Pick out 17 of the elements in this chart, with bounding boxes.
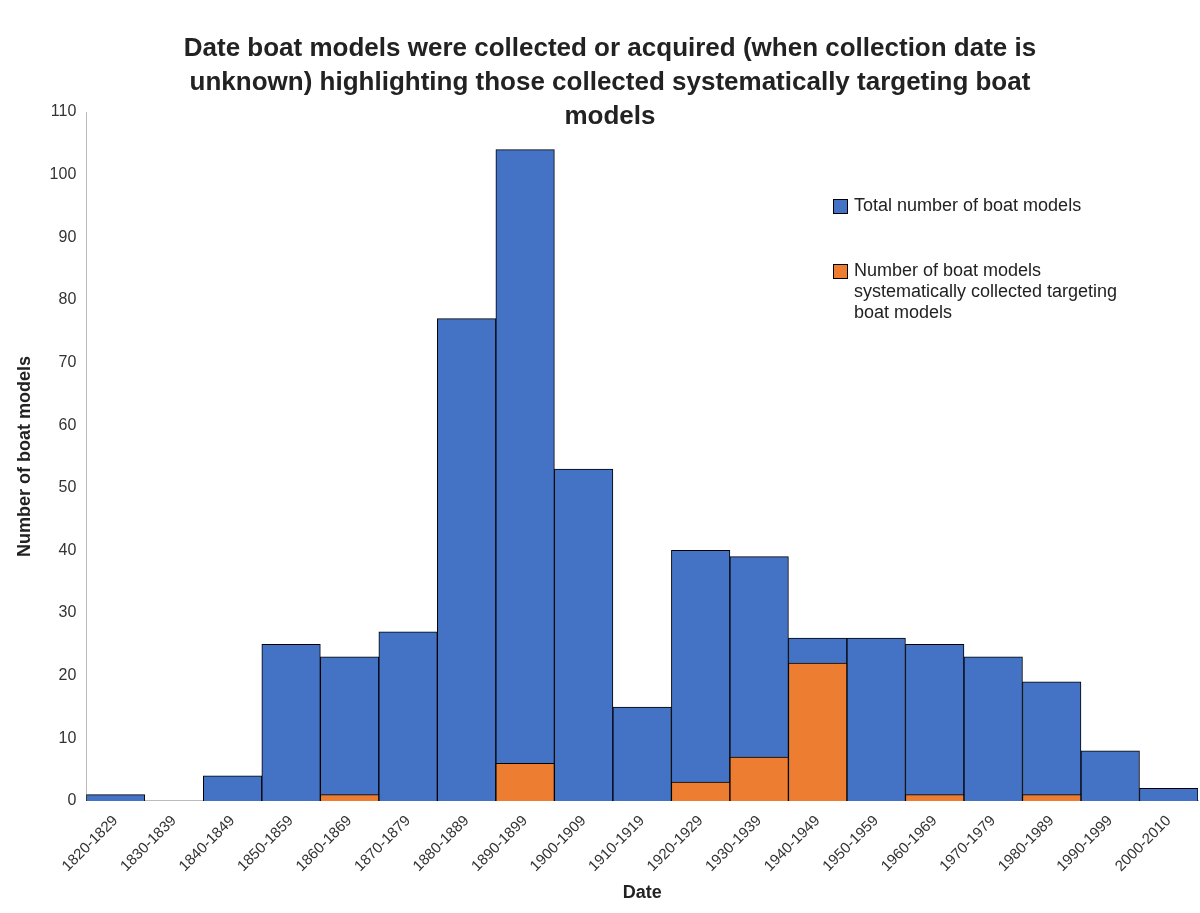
y-tick-label: 100: [49, 165, 77, 183]
chart-title: Date boat models were collected or acquired (when collection date is unknown) highlighting those collected systematically targeting boat models: [182, 31, 1038, 132]
y-axis-title: Number of boat models: [13, 355, 34, 557]
y-tick-label: 10: [58, 728, 77, 746]
y-tick-label: 30: [58, 603, 77, 621]
y-tick-label: 110: [50, 102, 77, 120]
y-tick-label: 60: [58, 415, 77, 433]
x-axis-title: Date: [622, 882, 662, 903]
y-tick-label: 20: [58, 666, 77, 684]
legend-label: Total number of boat models: [854, 195, 1082, 216]
y-tick-label: 40: [58, 540, 77, 558]
legend-label: Number of boat models systematically collected targeting boat models: [854, 260, 1119, 323]
y-tick-label: 50: [58, 478, 77, 496]
y-tick-label: 90: [58, 227, 77, 245]
y-tick-label: 0: [67, 791, 77, 809]
y-tick-label: 70: [58, 352, 77, 370]
y-tick-label: 80: [58, 290, 77, 308]
